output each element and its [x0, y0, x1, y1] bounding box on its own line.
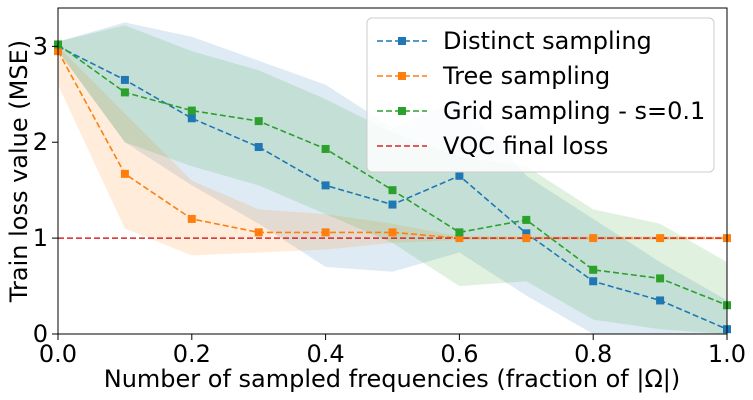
- data-point: [254, 117, 263, 126]
- legend-marker: [398, 72, 406, 80]
- axes: 0.0 0.2 0.4 0.6 0.8 1.0 0 1 2 3: [33, 32, 746, 368]
- data-point: [187, 106, 196, 115]
- data-point: [522, 234, 531, 243]
- legend-label: Grid sampling - s=0.1: [443, 97, 705, 125]
- data-point: [388, 228, 397, 237]
- data-point: [321, 228, 330, 237]
- data-point: [321, 181, 330, 190]
- data-point: [455, 171, 464, 180]
- x-tick-label: 0.6: [440, 340, 478, 368]
- data-point: [522, 215, 531, 224]
- x-tick-label: 0.4: [307, 340, 345, 368]
- data-point: [455, 228, 464, 237]
- data-point: [589, 277, 598, 286]
- y-axis-label: Train loss value (MSE): [5, 40, 33, 303]
- data-point: [388, 186, 397, 195]
- data-point: [522, 229, 531, 238]
- data-point: [656, 296, 665, 305]
- series-line-1: [58, 50, 727, 239]
- y-tick-label: 1: [33, 224, 48, 252]
- data-point: [455, 234, 464, 243]
- legend: Distinct sampling Tree sampling Grid sampl…: [366, 17, 715, 173]
- data-point: [187, 114, 196, 123]
- legend-label: VQC final loss: [443, 132, 608, 160]
- data-point: [120, 75, 129, 84]
- legend-label: Tree sampling: [442, 62, 610, 90]
- y-tick-label: 3: [33, 32, 48, 60]
- x-tick-label: 0.0: [39, 340, 77, 368]
- legend-marker: [398, 37, 406, 45]
- confidence-bands: [58, 22, 727, 334]
- legend-marker: [398, 107, 406, 115]
- legend-box: [366, 17, 715, 173]
- data-point: [254, 143, 263, 152]
- legend-label: Distinct sampling: [443, 27, 652, 55]
- data-point: [120, 169, 129, 178]
- data-point: [388, 200, 397, 209]
- data-point: [120, 88, 129, 97]
- data-point: [321, 144, 330, 153]
- x-axis-label: Number of sampled frequencies (fraction …: [104, 365, 680, 393]
- x-tick-label: 1.0: [708, 340, 746, 368]
- data-point: [187, 214, 196, 223]
- data-point: [589, 265, 598, 274]
- band-1: [58, 46, 727, 256]
- y-tick-label: 0: [33, 320, 48, 348]
- data-point: [656, 234, 665, 243]
- data-point: [254, 228, 263, 237]
- x-tick-label: 0.8: [574, 340, 612, 368]
- x-tick-label: 0.2: [173, 340, 211, 368]
- y-tick-label: 2: [33, 128, 48, 156]
- band-2: [58, 25, 727, 334]
- data-point: [656, 274, 665, 283]
- data-point: [589, 234, 598, 243]
- plot-frame: [57, 7, 728, 335]
- band-0: [58, 22, 727, 334]
